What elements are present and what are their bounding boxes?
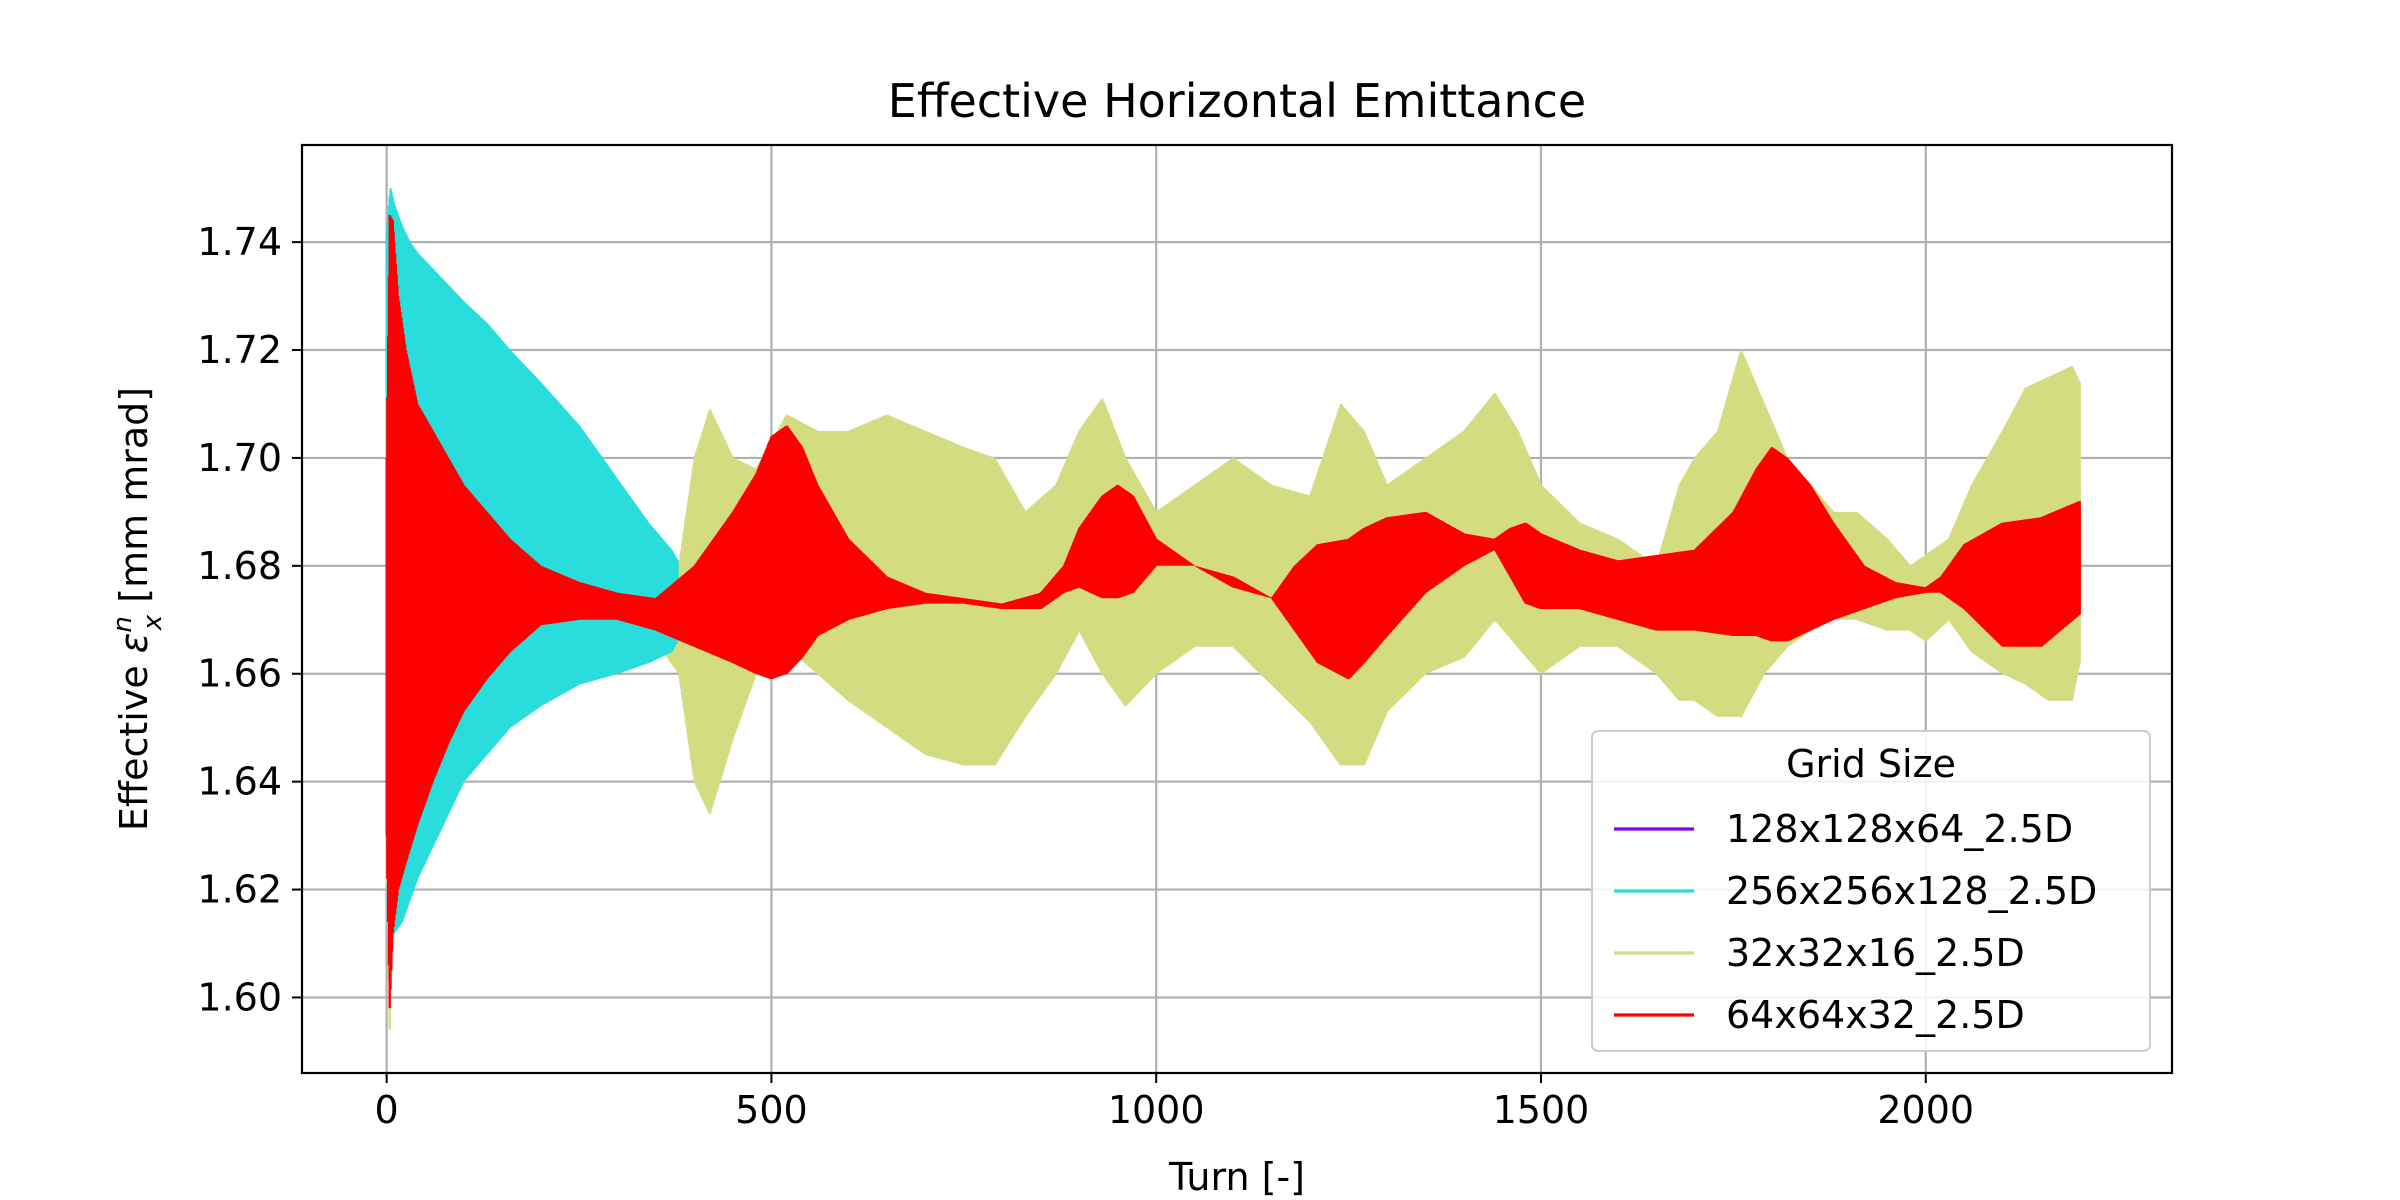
chart-title: Effective Horizontal Emittance (888, 74, 1586, 128)
y-tick-label: 1.60 (197, 975, 282, 1019)
legend-entry: 128x128x64_2.5D (1614, 807, 2073, 851)
legend-title: Grid Size (1786, 742, 1956, 786)
x-tick-label: 0 (375, 1088, 399, 1132)
y-tick-label: 1.66 (197, 652, 282, 696)
x-tick-label: 500 (735, 1088, 808, 1132)
y-tick-label: 1.62 (197, 868, 282, 912)
legend-label: 64x64x32_2.5D (1726, 993, 2025, 1037)
x-axis-label: Turn [-] (1168, 1155, 1305, 1199)
legend-entry: 64x64x32_2.5D (1614, 993, 2025, 1037)
x-axis: 0 500 1000 1500 2000 (375, 1073, 1974, 1132)
y-tick-label: 1.68 (197, 544, 282, 588)
legend-box (1591, 730, 2151, 1052)
legend-label: 256x256x128_2.5D (1726, 869, 2097, 913)
legend-entry: 32x32x16_2.5D (1614, 931, 2025, 975)
legend-entry: 256x256x128_2.5D (1614, 869, 2097, 913)
legend-label: 32x32x16_2.5D (1726, 931, 2025, 975)
y-tick-label: 1.64 (197, 760, 282, 804)
plot-frame (300, 143, 2174, 1075)
x-tick-label: 1000 (1108, 1088, 1205, 1132)
legend-label: 128x128x64_2.5D (1726, 807, 2073, 851)
y-tick-label: 1.70 (197, 436, 282, 480)
y-tick-label: 1.74 (197, 220, 282, 264)
y-tick-label: 1.72 (197, 328, 282, 372)
series-line (385, 215, 2081, 1009)
legend: Grid Size 128x128x64_2.5D 256x256x128_2.5… (1591, 730, 2151, 1052)
series-layer (385, 188, 2081, 1030)
x-tick-label: 1500 (1493, 1088, 1590, 1132)
y-axis-label: Effective εnx [mm mrad] (108, 387, 168, 831)
x-tick-label: 2000 (1877, 1088, 1974, 1132)
y-axis: 1.60 1.62 1.64 1.66 1.68 1.70 1.72 1.74 (197, 220, 302, 1019)
series-64x64x32_2.5D (385, 215, 2081, 1009)
legend-entries: 128x128x64_2.5D 256x256x128_2.5D 32x32x16_… (1614, 807, 2097, 1037)
